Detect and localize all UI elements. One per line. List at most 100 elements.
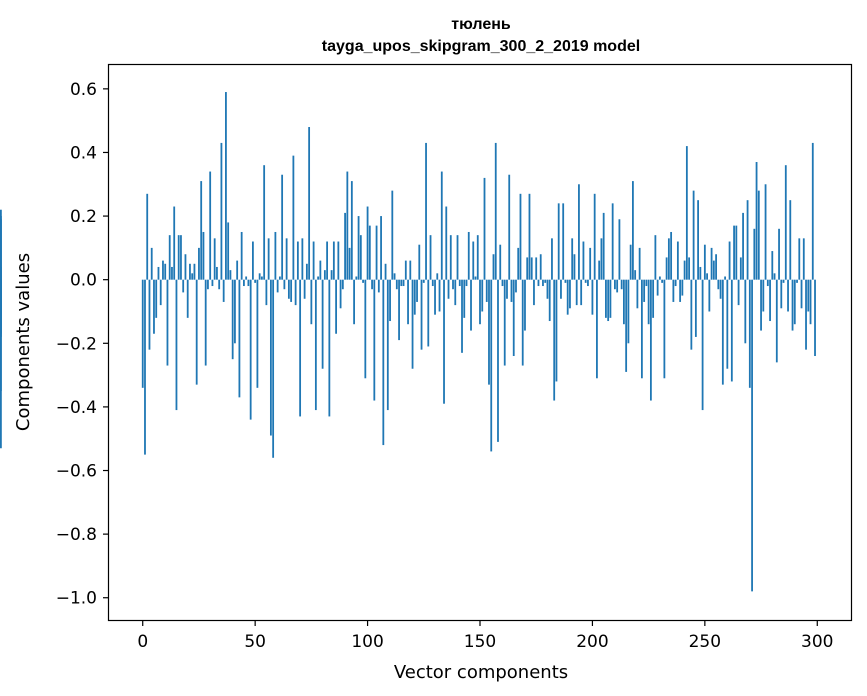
bar	[355, 276, 358, 280]
bar	[708, 279, 711, 312]
bar	[287, 279, 290, 299]
bar	[425, 142, 427, 280]
bar	[283, 279, 286, 290]
bar	[703, 244, 706, 280]
bar	[614, 279, 616, 290]
bar	[573, 254, 576, 280]
bar	[638, 247, 641, 280]
bar	[501, 279, 504, 287]
bar	[218, 279, 221, 290]
bar	[452, 279, 454, 290]
bar	[591, 279, 594, 315]
bar	[481, 279, 484, 312]
bar	[454, 279, 457, 306]
bar	[753, 228, 756, 280]
bar	[391, 190, 394, 280]
bar	[456, 235, 459, 280]
bar	[566, 279, 569, 315]
bar	[299, 279, 302, 417]
bar	[580, 279, 583, 306]
plot-frame	[107, 63, 853, 622]
bar	[321, 279, 324, 369]
bar	[800, 279, 803, 309]
bar	[339, 279, 342, 309]
bar	[292, 155, 295, 280]
bar	[620, 279, 623, 290]
bar	[0, 216, 2, 280]
y-tick-label: 0.2	[70, 207, 97, 227]
bar	[440, 171, 443, 280]
bar	[144, 279, 146, 455]
bar	[382, 279, 385, 446]
bar	[272, 279, 275, 458]
bar	[715, 254, 717, 280]
bar	[548, 279, 551, 322]
bar	[472, 241, 475, 280]
bar	[796, 279, 798, 283]
bar	[465, 279, 468, 287]
bar	[515, 279, 517, 293]
bar	[305, 263, 308, 280]
bar	[494, 142, 497, 280]
bar	[789, 200, 792, 280]
bar	[267, 238, 270, 280]
bar	[409, 260, 412, 280]
bar	[769, 279, 771, 322]
bar	[555, 279, 558, 382]
bar	[551, 238, 553, 280]
bar	[508, 174, 511, 280]
bar	[308, 127, 311, 280]
bar	[191, 273, 194, 280]
bar	[764, 184, 767, 280]
bar	[236, 260, 239, 280]
bar	[605, 279, 607, 318]
bar	[625, 279, 628, 372]
bar	[416, 279, 418, 302]
bar	[422, 279, 425, 283]
bar	[521, 279, 524, 366]
bar	[209, 171, 212, 280]
bar	[793, 279, 796, 325]
bar	[488, 279, 490, 385]
bar	[674, 279, 677, 287]
bar	[265, 279, 268, 306]
bar	[611, 203, 614, 280]
bar	[404, 260, 407, 280]
bar	[220, 142, 223, 280]
bar	[701, 279, 704, 411]
bar	[301, 238, 304, 280]
bar	[564, 279, 567, 283]
bar	[483, 177, 486, 280]
bar	[760, 279, 762, 331]
bar	[330, 270, 333, 280]
bar	[571, 238, 574, 280]
bar	[458, 279, 461, 287]
bar	[350, 181, 353, 280]
bar	[663, 279, 666, 379]
y-tick-label: −0.2	[56, 334, 97, 354]
bar	[512, 279, 515, 357]
bar	[377, 279, 380, 293]
bar	[528, 193, 531, 280]
bar	[544, 279, 547, 283]
bar	[706, 273, 708, 280]
bar	[739, 257, 742, 280]
bar	[499, 244, 502, 280]
y-axis-label: Components values	[13, 253, 34, 431]
bar	[146, 193, 149, 280]
bar	[690, 279, 693, 350]
y-tick-label: 0.0	[70, 271, 97, 291]
bar	[688, 257, 691, 280]
bar	[474, 276, 477, 280]
y-tick-label: −0.4	[56, 398, 97, 418]
bar	[461, 279, 463, 353]
bar	[607, 279, 610, 322]
bar	[357, 216, 360, 280]
bar	[359, 235, 362, 280]
bar	[542, 279, 544, 287]
bar	[530, 257, 533, 280]
bar	[546, 279, 549, 299]
bar	[652, 279, 655, 318]
bar	[667, 238, 670, 280]
chart-title-word: тюлень	[451, 16, 511, 33]
